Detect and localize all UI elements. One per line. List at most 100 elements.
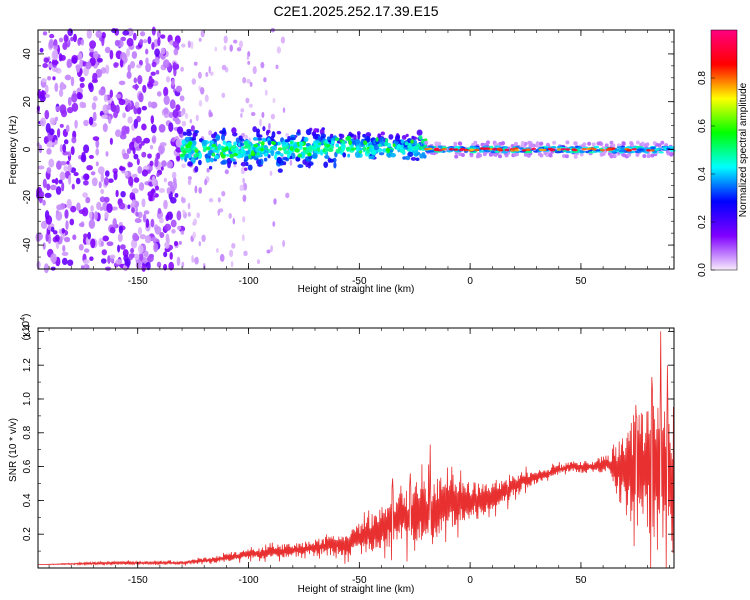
spectrogram-cell	[263, 157, 268, 162]
colorbar-tick-label: 0.0	[697, 263, 708, 277]
spectrogram-cell	[133, 177, 140, 183]
spectrogram-cell	[70, 146, 75, 156]
spectrogram-cell	[92, 111, 97, 122]
spectrogram-cell	[117, 244, 121, 253]
spectrogram-cell	[261, 111, 265, 118]
spectrogram-cell	[281, 141, 286, 146]
spectrogram-cell	[297, 129, 301, 134]
spectrogram-cell	[92, 72, 98, 83]
spectrogram-cell	[156, 91, 162, 97]
spectrogram-cell	[64, 236, 71, 243]
spectrogram-cell	[645, 142, 650, 147]
spectrogram-cell	[42, 63, 49, 69]
spectrogram-cell	[78, 209, 86, 215]
spectrogram-cell	[572, 148, 578, 152]
spectrogram-cell	[274, 154, 278, 160]
spectrogram-cell	[616, 146, 622, 149]
spectrogram-cell	[79, 82, 85, 89]
spectrogram-cell	[132, 84, 140, 90]
spectrogram-cell	[649, 149, 655, 152]
spectrogram-cell	[416, 129, 423, 136]
spectrogram-cell	[95, 68, 103, 78]
spectrogram-cell	[644, 147, 652, 150]
spectrogram-cell	[405, 133, 409, 138]
spectrogram-cell	[86, 164, 93, 171]
spectrogram-cell	[71, 136, 77, 144]
spectrogram-cell	[181, 139, 186, 145]
spectrogram-cell	[40, 220, 48, 229]
spectrogram-cell	[67, 151, 71, 157]
spectrogram-cell	[222, 127, 226, 135]
spectrogram-cell	[94, 210, 98, 221]
spectrogram-cell	[180, 66, 184, 72]
spectrogram-cell	[181, 120, 187, 127]
spectrogram-cell	[131, 207, 135, 213]
spectrogram-cell	[109, 226, 115, 234]
spectrogram-cell	[197, 71, 202, 79]
snr-x-ticks: -150 -100 -50 0 50	[48, 328, 670, 586]
y-tick-label: -40	[22, 237, 33, 252]
spectrogram-cell	[145, 218, 150, 229]
spectrogram-cell	[95, 161, 99, 167]
spectrogram-cell	[194, 256, 199, 265]
spectrogram-cell	[226, 153, 230, 157]
spectrogram-cell	[138, 59, 143, 66]
spectrogram-cell	[228, 212, 232, 219]
x-tick-label: -150	[128, 575, 148, 586]
spectrogram-cell	[141, 123, 147, 131]
spectrogram-cell	[262, 126, 266, 132]
spectrogram-cell	[243, 250, 248, 257]
spectrogram-cell	[247, 51, 251, 58]
spectrogram-cell	[620, 147, 625, 151]
spectrogram-cell	[482, 145, 489, 148]
spectrogram-cell	[151, 78, 155, 84]
spectrogram-cell	[209, 112, 213, 118]
spectrogram-cell	[233, 141, 238, 146]
spectrogram-cell	[67, 163, 72, 173]
spectrogram-cell	[441, 148, 447, 151]
spectrogram-cell	[71, 183, 75, 190]
spectrogram-cell	[145, 57, 149, 65]
spectrogram-cell	[103, 196, 110, 203]
spectrogram-cell	[46, 141, 53, 148]
x-tick-label: -50	[352, 276, 367, 287]
spectrogram-cell	[342, 152, 347, 158]
spectrogram-cell	[307, 152, 312, 157]
spectrogram-cell	[308, 127, 313, 132]
spectrogram-cell	[52, 49, 58, 59]
spectrogram-cell	[211, 133, 217, 139]
spectrogram-cell	[401, 135, 407, 140]
spectrogram-cell	[184, 136, 191, 142]
spectrogram-cell	[141, 105, 147, 111]
spectrogram-cell	[46, 148, 52, 155]
spectrogram-cell	[389, 149, 394, 153]
spectrogram-cell	[82, 192, 88, 198]
spectrogram-cell	[233, 161, 237, 165]
spectrogram-cell	[106, 203, 113, 213]
spectrogram-cell	[48, 158, 55, 168]
spectrogram-cell	[379, 136, 385, 142]
spectrogram-cell	[46, 167, 52, 174]
spectrogram-cell	[354, 138, 361, 145]
spectrogram-cell	[126, 71, 132, 79]
spectrogram-cell	[202, 148, 207, 152]
spectrogram-cell	[312, 134, 319, 140]
spectrogram-cell	[390, 152, 397, 158]
spectrogram-cell	[514, 141, 518, 146]
spectrogram-cell	[95, 148, 100, 156]
spectrogram-cell	[104, 170, 110, 177]
spectrogram-cell	[55, 211, 63, 221]
spectrogram-cell	[151, 135, 157, 144]
spectrogram-cell	[170, 219, 177, 228]
spectrogram-cell	[273, 198, 277, 205]
spectrogram-cell	[469, 145, 475, 148]
spectrogram-cell	[263, 77, 267, 83]
spectrogram-cell	[164, 241, 170, 249]
spectrogram-cell	[396, 143, 401, 149]
spectrogram-cell	[40, 117, 46, 127]
spectrogram-cell	[147, 36, 152, 45]
spectrogram-cell	[537, 152, 542, 157]
spectrogram-cell	[151, 237, 158, 242]
spectrogram-cell	[247, 60, 251, 65]
spectrogram-cell	[139, 31, 146, 37]
